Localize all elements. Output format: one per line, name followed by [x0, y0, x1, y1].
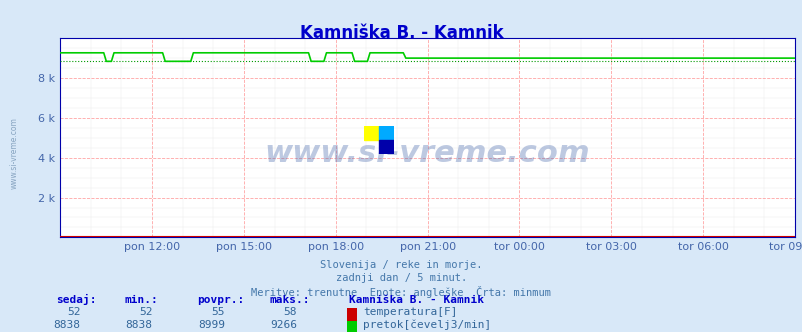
Text: 52: 52: [67, 307, 80, 317]
Text: Meritve: trenutne  Enote: angleške  Črta: minmum: Meritve: trenutne Enote: angleške Črta: …: [251, 286, 551, 298]
Bar: [379, 140, 394, 154]
Bar: [379, 126, 394, 140]
Text: temperatura[F]: temperatura[F]: [363, 307, 457, 317]
Text: 52: 52: [139, 307, 152, 317]
Text: sedaj:: sedaj:: [56, 294, 96, 305]
Text: 9266: 9266: [269, 320, 297, 330]
Bar: [363, 126, 379, 140]
Text: www.si-vreme.com: www.si-vreme.com: [10, 117, 18, 189]
Text: zadnji dan / 5 minut.: zadnji dan / 5 minut.: [335, 273, 467, 283]
Text: min.:: min.:: [124, 295, 158, 305]
Text: maks.:: maks.:: [269, 295, 309, 305]
Text: 8999: 8999: [197, 320, 225, 330]
Text: 58: 58: [283, 307, 297, 317]
Text: Kamniška B. - Kamnik: Kamniška B. - Kamnik: [349, 295, 484, 305]
Text: 55: 55: [211, 307, 225, 317]
Text: Slovenija / reke in morje.: Slovenija / reke in morje.: [320, 260, 482, 270]
Text: 8838: 8838: [125, 320, 152, 330]
Text: 8838: 8838: [53, 320, 80, 330]
Text: www.si-vreme.com: www.si-vreme.com: [265, 139, 589, 168]
Text: Kamniška B. - Kamnik: Kamniška B. - Kamnik: [299, 24, 503, 42]
Text: pretok[čevelj3/min]: pretok[čevelj3/min]: [363, 319, 491, 330]
Text: povpr.:: povpr.:: [196, 295, 244, 305]
